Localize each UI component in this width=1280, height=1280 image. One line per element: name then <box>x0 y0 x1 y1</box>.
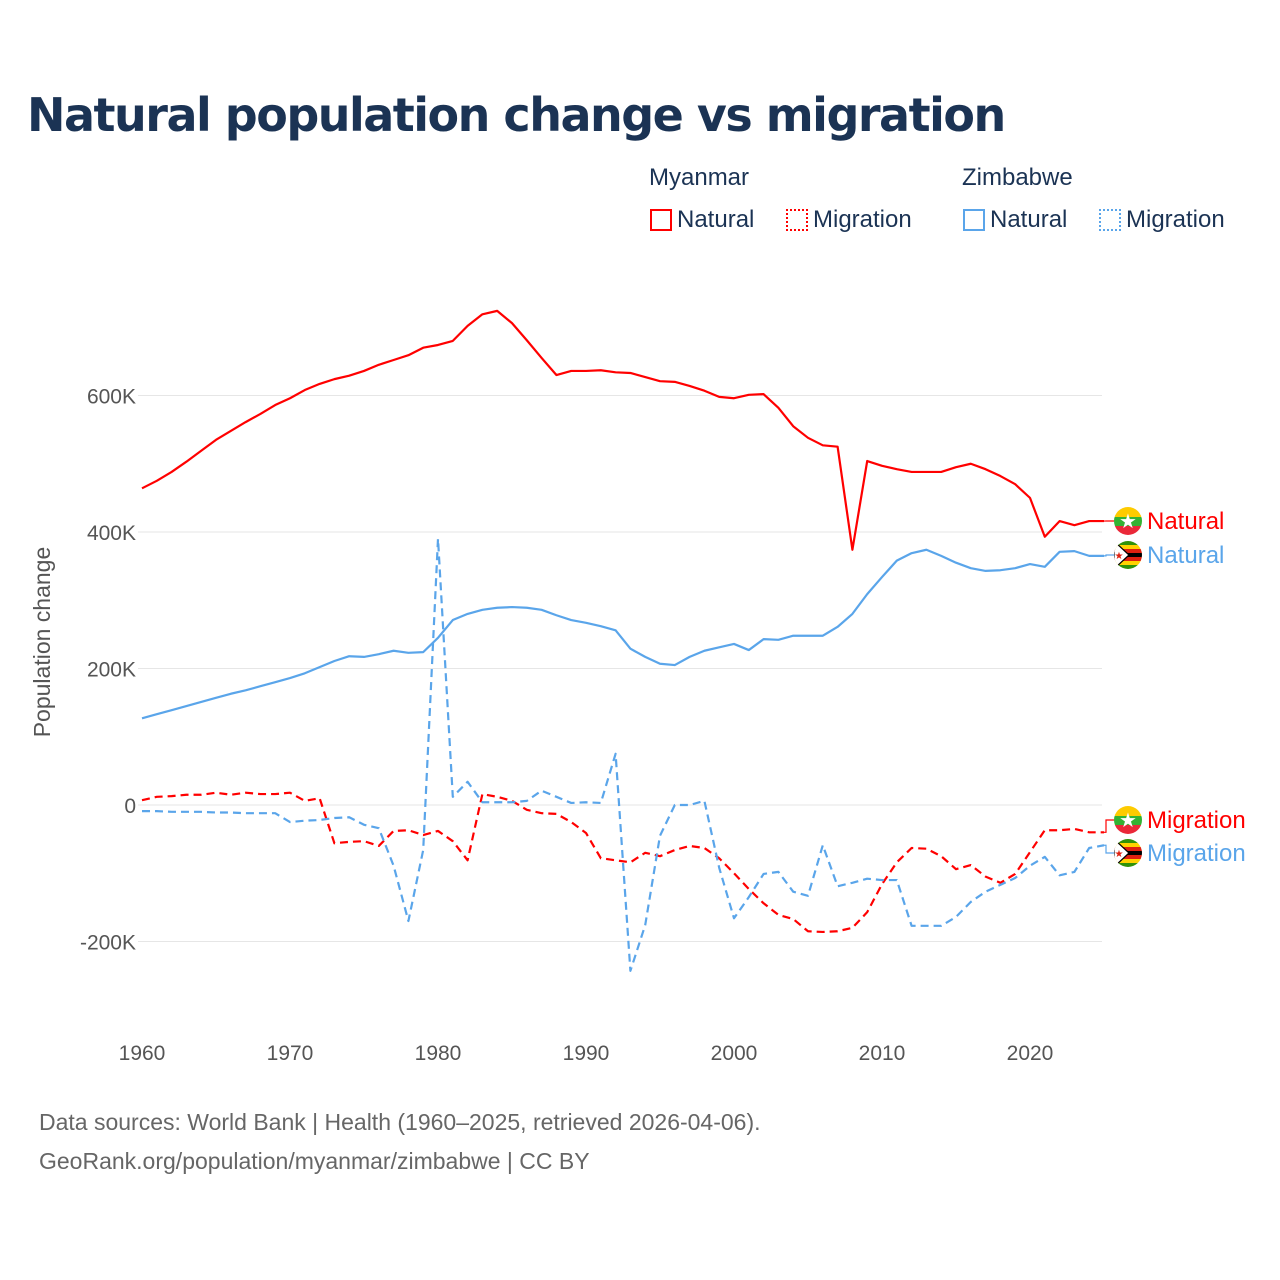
series-line-zimbabwe-migration <box>142 537 1105 972</box>
flag-stripe <box>1114 561 1142 566</box>
flag-body: ★ <box>1114 541 1142 569</box>
flag-stripe <box>1114 517 1142 526</box>
series-line-myanmar-migration <box>141 791 1104 934</box>
y-tick-label: 400K <box>87 522 136 545</box>
chart-title: Natural population change vs migration <box>27 88 1006 142</box>
legend-group-myanmar: Myanmar <box>649 164 750 191</box>
x-tick-label: 2010 <box>859 1042 906 1065</box>
footer-link[interactable]: GeoRank.org/population/myanmar/zimbabwe … <box>39 1148 590 1174</box>
legend-label: Natural <box>677 206 755 233</box>
series-end-label: Migration <box>1147 807 1246 834</box>
myanmar-flag-icon: ★ <box>1114 507 1142 535</box>
legend-swatch-dotted <box>1099 209 1121 231</box>
series-line-myanmar-natural <box>141 309 1104 551</box>
x-tick-label: 1980 <box>415 1042 462 1065</box>
flag-triangle <box>1114 839 1130 867</box>
flag-stripe <box>1114 863 1142 867</box>
x-tick-label: 2020 <box>1007 1042 1054 1065</box>
flag-stripe <box>1114 507 1142 517</box>
label-connector <box>1104 819 1114 833</box>
legend-label: Natural <box>990 206 1068 233</box>
label-connector <box>1104 844 1114 854</box>
legend-label: Migration <box>1126 206 1225 233</box>
series-end-label: Natural <box>1147 542 1224 569</box>
star-icon: ★ <box>1119 511 1137 533</box>
series-end-label: Migration <box>1147 840 1246 867</box>
label-connector <box>1104 554 1114 557</box>
flag-body: ★ <box>1114 507 1142 535</box>
flag-stripe <box>1114 526 1142 535</box>
series-line-zimbabwe-natural <box>141 548 1104 720</box>
y-tick-label: 0 <box>124 795 136 818</box>
flag-stripe <box>1114 825 1142 834</box>
flag-stripe <box>1114 545 1142 550</box>
flag-stripe <box>1114 855 1142 860</box>
legend-label: Migration <box>813 206 912 233</box>
flag-body: ★ <box>1114 839 1142 867</box>
legend-myanmar-migration[interactable]: Migration <box>786 206 912 234</box>
legend-myanmar-natural[interactable]: Natural <box>650 206 754 234</box>
footer-sources: Data sources: World Bank | Health (1960–… <box>39 1109 761 1135</box>
legend-zimbabwe-natural[interactable]: Natural <box>963 206 1067 234</box>
myanmar-flag-icon: ★ <box>1114 806 1142 834</box>
flag-triangle <box>1114 541 1130 569</box>
flag-stripe <box>1114 806 1142 816</box>
star-icon: ★ <box>1115 849 1124 860</box>
series-end-label: Natural <box>1147 508 1224 535</box>
legend-swatch-solid <box>650 209 672 231</box>
star-icon: ★ <box>1119 810 1137 832</box>
x-tick-label: 1970 <box>267 1042 314 1065</box>
flag-stripe <box>1114 816 1142 825</box>
flag-stripe <box>1114 565 1142 569</box>
flag-stripe <box>1114 557 1142 562</box>
x-tick-label: 2000 <box>711 1042 758 1065</box>
legend-zimbabwe-migration[interactable]: Migration <box>1099 206 1225 234</box>
y-axis-label: Population change <box>29 547 55 738</box>
x-tick-label: 1960 <box>119 1042 166 1065</box>
flag-stripe <box>1114 847 1142 852</box>
legend-swatch-dotted <box>786 209 808 231</box>
x-tick-label: 1990 <box>563 1042 610 1065</box>
zimbabwe-flag-icon: ★ <box>1114 839 1142 867</box>
flag-stripe <box>1114 541 1142 546</box>
zimbabwe-flag-icon: ★ <box>1114 541 1142 569</box>
legend-swatch-solid <box>963 209 985 231</box>
star-icon: ★ <box>1115 551 1124 562</box>
flag-stripe <box>1114 843 1142 848</box>
flag-body: ★ <box>1114 806 1142 834</box>
legend-group-zimbabwe: Zimbabwe <box>962 164 1073 191</box>
y-tick-label: 600K <box>87 386 136 409</box>
flag-stripe <box>1114 549 1142 554</box>
y-tick-label: 200K <box>87 659 136 682</box>
flag-stripe <box>1114 839 1142 844</box>
flag-stripe <box>1114 859 1142 864</box>
y-tick-label: -200K <box>80 932 136 955</box>
